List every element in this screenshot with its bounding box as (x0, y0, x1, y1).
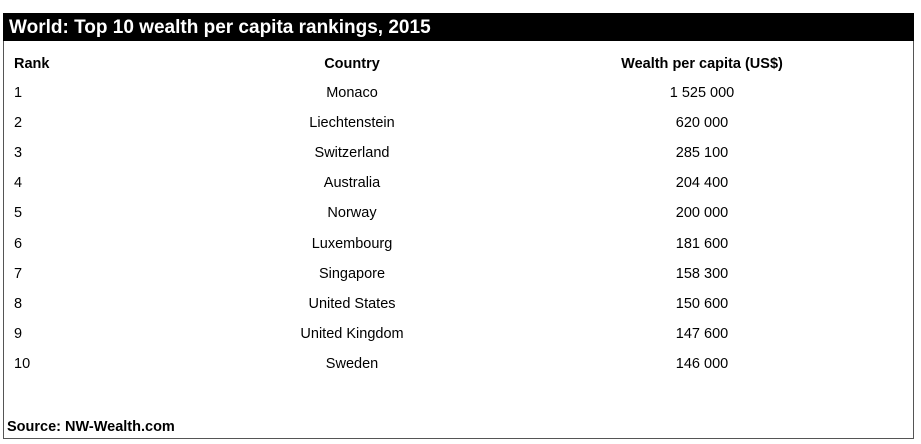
source: Source: NW-Wealth.com (7, 419, 175, 435)
column-header: Wealth per capita (US$) (621, 56, 783, 72)
wealth-cell: 181 600 (675, 235, 729, 252)
wealth-cell: 147 600 (675, 325, 729, 342)
rank-cell: 7 (14, 265, 23, 282)
wealth-cell: 158 300 (675, 265, 729, 282)
wealth-cell: 620 000 (675, 115, 729, 132)
country-cell: Norway (327, 205, 377, 222)
table-frame (3, 13, 914, 439)
country-cell: United States (308, 295, 396, 312)
column-header: Rank (14, 56, 50, 72)
title-bar: World: Top 10 wealth per capita rankings… (3, 13, 914, 41)
column-header: Country (324, 56, 380, 72)
wealth-cell: 1 525 000 (669, 85, 735, 101)
country-cell: Singapore (318, 265, 386, 282)
rank-cell: 4 (14, 175, 23, 192)
country-cell: Sweden (325, 355, 379, 372)
country-cell: Switzerland (314, 145, 390, 162)
wealth-cell: 285 100 (675, 145, 729, 162)
rank-cell: 5 (14, 205, 23, 222)
country-cell: Monaco (326, 85, 378, 101)
country-cell: Liechtenstein (309, 115, 395, 132)
wealth-cell: 146 000 (675, 355, 729, 372)
wealth-cell: 204 400 (675, 175, 729, 192)
rank-cell: 10 (14, 355, 31, 372)
wealth-cell: 150 600 (675, 295, 729, 312)
rank-cell: 9 (14, 325, 23, 342)
country-cell: Australia (323, 175, 381, 192)
rank-cell: 8 (14, 295, 23, 312)
rank-cell: 2 (14, 115, 23, 132)
country-cell: United Kingdom (300, 325, 404, 342)
rank-cell: 6 (14, 235, 23, 252)
title: World: Top 10 wealth per capita rankings… (9, 17, 431, 38)
wealth-cell: 200 000 (675, 205, 729, 222)
country-cell: Luxembourg (311, 235, 393, 252)
rank-cell: 3 (14, 145, 23, 162)
rank-cell: 1 (14, 85, 23, 101)
